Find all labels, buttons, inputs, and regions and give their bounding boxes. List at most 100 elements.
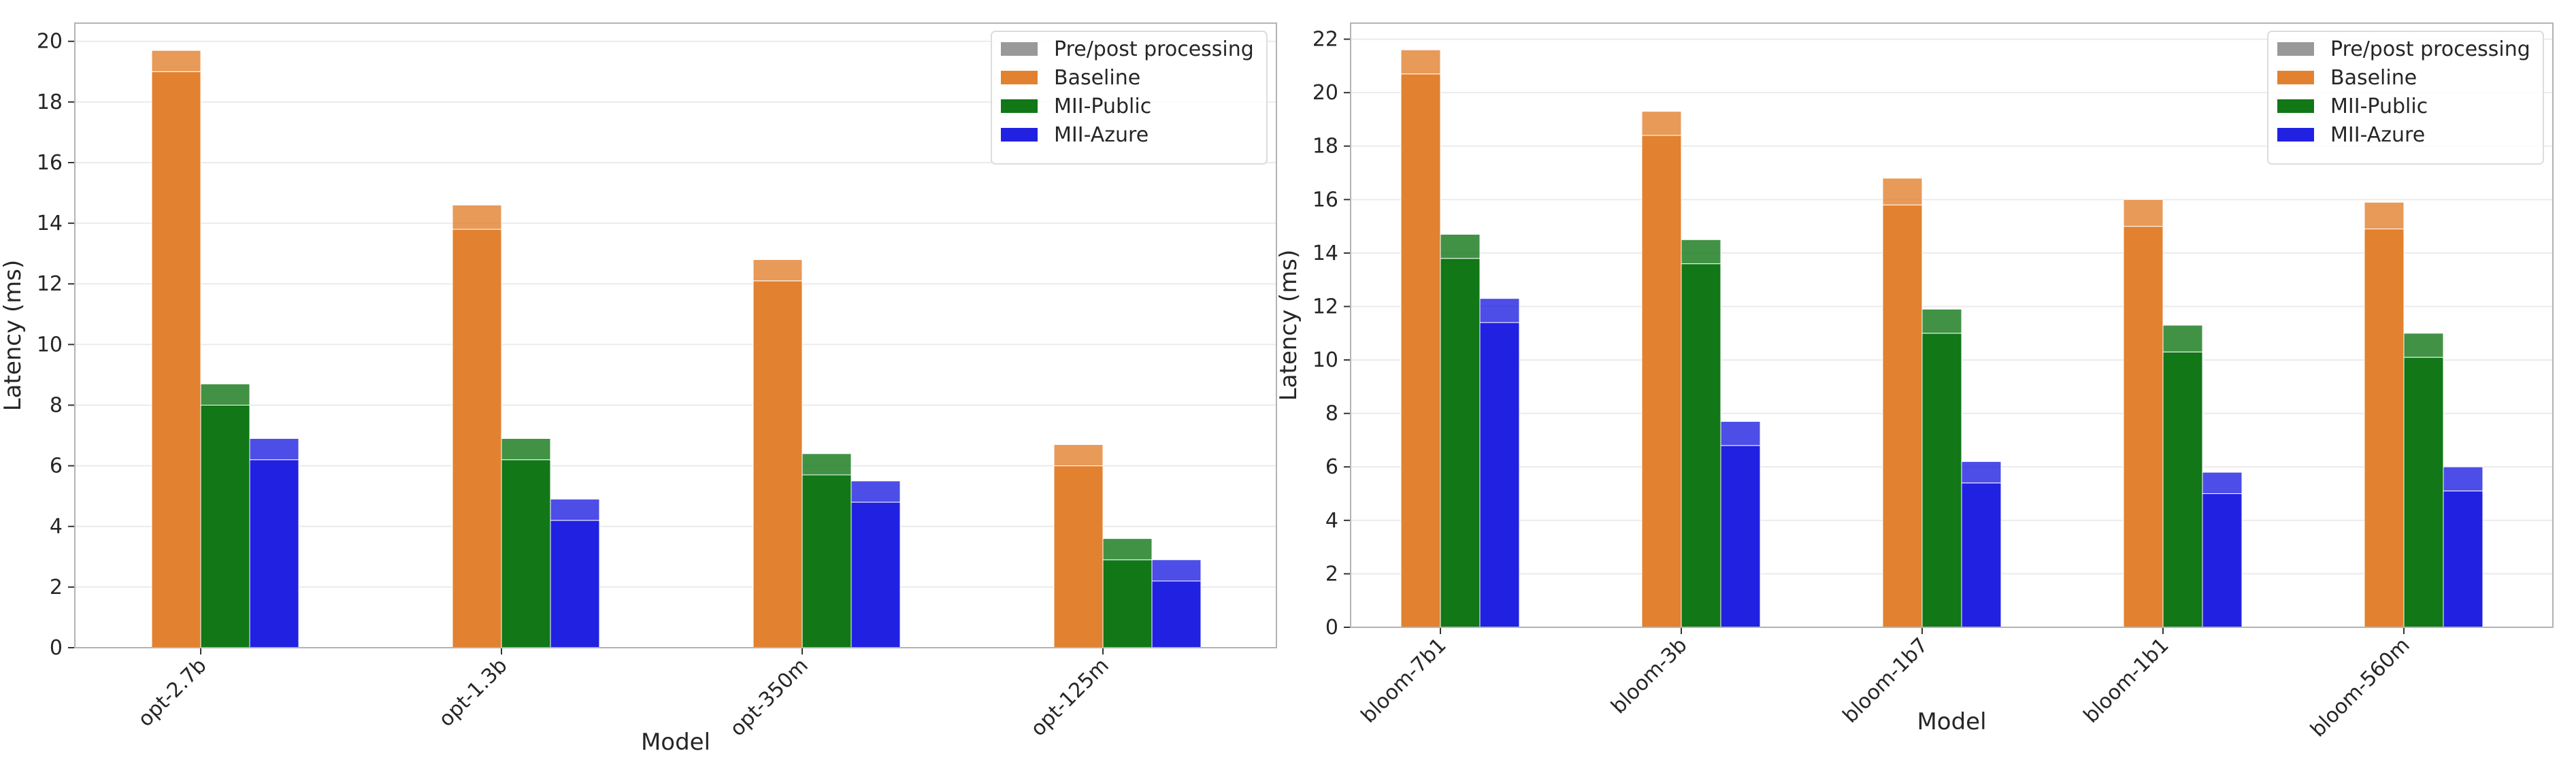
legend-label: MII-Azure (2330, 123, 2425, 147)
bar-prepost-mii-public-opt-125m (1102, 538, 1153, 561)
bar-mii-azure-bloom-1b7 (1961, 482, 2002, 628)
bar-baseline-opt-2.7b (151, 71, 201, 648)
bar-prepost-mii-azure-opt-1.3b (550, 499, 600, 521)
plot-frame (1350, 22, 2554, 628)
bar-mii-public-opt-350m (802, 474, 852, 648)
bar-mii-public-bloom-1b7 (1921, 333, 1962, 628)
y-tick-label: 18 (37, 90, 63, 114)
legend-swatch (1001, 99, 1038, 113)
bar-mii-azure-bloom-3b (1720, 445, 1761, 628)
bar-prepost-baseline-bloom-1b7 (1882, 178, 1923, 205)
x-tick-label: bloom-1b1 (2079, 633, 2174, 728)
legend-swatch (2277, 128, 2314, 142)
legend: Pre/post processing Baseline MII-Public MII… (2267, 31, 2544, 165)
legend-label: MII-Public (2330, 95, 2428, 118)
legend-swatch (1001, 42, 1038, 56)
y-tick-label: 18 (1312, 135, 1338, 159)
bar-prepost-mii-public-bloom-560m (2403, 333, 2444, 358)
x-tick-label: bloom-560m (2306, 633, 2415, 742)
bar-prepost-mii-public-opt-1.3b (501, 438, 551, 461)
bar-mii-public-opt-2.7b (200, 404, 250, 648)
y-tick-label: 8 (50, 393, 63, 417)
legend-swatch (2277, 42, 2314, 56)
bar-mii-public-bloom-7b1 (1440, 258, 1481, 628)
y-tick-label: 22 (1312, 28, 1338, 52)
bar-prepost-mii-azure-bloom-560m (2443, 466, 2483, 492)
bar-mii-azure-opt-125m (1151, 580, 1202, 648)
bar-mii-public-bloom-1b1 (2162, 351, 2203, 628)
x-tick-label: bloom-7b1 (1357, 633, 1451, 728)
bar-prepost-mii-azure-opt-2.7b (249, 438, 299, 461)
x-tick-label: opt-125m (1026, 654, 1113, 741)
bar-prepost-baseline-bloom-7b1 (1400, 49, 1441, 75)
x-axis-label: Model (1917, 708, 1986, 735)
y-tick-label: 14 (1312, 242, 1338, 265)
legend-label: Pre/post processing (1054, 37, 1254, 61)
y-tick-label: 4 (1325, 509, 1338, 533)
bar-prepost-mii-azure-opt-125m (1151, 559, 1202, 582)
legend-label: Baseline (2330, 66, 2417, 90)
y-tick-label: 14 (37, 212, 63, 235)
y-tick-label: 10 (37, 333, 63, 357)
legend-label: MII-Azure (1054, 123, 1149, 147)
y-tick-label: 20 (37, 30, 63, 54)
y-tick-label: 10 (1312, 348, 1338, 372)
bar-prepost-mii-azure-bloom-1b1 (2202, 471, 2243, 495)
legend-box (991, 31, 1268, 165)
y-tick-label: 0 (50, 636, 63, 660)
bar-baseline-opt-1.3b (452, 229, 502, 648)
bar-baseline-opt-125m (1053, 465, 1104, 648)
bar-mii-public-opt-1.3b (501, 459, 551, 648)
bar-prepost-baseline-opt-350m (753, 259, 803, 282)
y-axis-label: Latency (ms) (0, 260, 27, 412)
bar-prepost-baseline-opt-125m (1053, 444, 1104, 467)
bar-mii-azure-bloom-1b1 (2202, 493, 2243, 628)
bar-prepost-mii-public-opt-2.7b (200, 383, 250, 405)
chart-2: bloom-7b1 bloom-3b bloom-1b7 bloom-1b1 bloom… (1275, 22, 2554, 742)
bar-prepost-baseline-opt-1.3b (452, 204, 502, 230)
y-tick-label: 2 (50, 576, 63, 599)
y-tick-label: 6 (50, 454, 63, 478)
bar-mii-public-bloom-560m (2403, 357, 2444, 628)
bar-prepost-baseline-bloom-3b (1641, 111, 1682, 136)
bar-mii-public-opt-125m (1102, 559, 1153, 648)
bar-mii-azure-opt-1.3b (550, 520, 600, 648)
chart-1: opt-2.7b opt-1.3b opt-350m opt-125m 0 2 4 6 8 10 1… (0, 22, 1277, 756)
legend-label: Baseline (1054, 66, 1140, 90)
x-axis-label: Model (641, 729, 710, 756)
bar-mii-azure-opt-2.7b (249, 459, 299, 648)
bar-mii-azure-bloom-7b1 (1479, 322, 1520, 628)
y-tick-label: 16 (37, 151, 63, 175)
bar-mii-azure-bloom-560m (2443, 491, 2483, 628)
bar-prepost-mii-public-opt-350m (802, 453, 852, 476)
y-tick-label: 12 (1312, 295, 1338, 318)
y-tick-label: 2 (1325, 562, 1338, 586)
bar-mii-public-bloom-3b (1681, 263, 1721, 628)
bar-baseline-bloom-1b7 (1882, 204, 1923, 628)
plot-frame (74, 22, 1277, 648)
legend-box (2267, 31, 2544, 165)
bar-prepost-baseline-bloom-1b1 (2123, 199, 2164, 227)
bar-baseline-bloom-560m (2364, 229, 2405, 628)
x-tick-label: opt-1.3b (434, 654, 512, 731)
bar-prepost-mii-public-bloom-7b1 (1440, 233, 1481, 259)
bar-baseline-bloom-1b1 (2123, 226, 2164, 628)
y-tick-label: 20 (1312, 81, 1338, 105)
bar-prepost-baseline-bloom-560m (2364, 201, 2405, 230)
y-tick-label: 6 (1325, 455, 1338, 479)
legend-swatch (1001, 128, 1038, 142)
x-tick-label: opt-2.7b (133, 654, 211, 731)
bar-prepost-mii-public-bloom-3b (1681, 239, 1721, 265)
x-tick-label: opt-350m (725, 654, 812, 741)
bar-baseline-bloom-7b1 (1400, 73, 1441, 628)
bar-prepost-mii-public-bloom-1b7 (1921, 308, 1962, 334)
y-axis-label: Latency (ms) (1275, 250, 1302, 401)
legend-label: MII-Public (1054, 95, 1151, 118)
bar-prepost-mii-azure-bloom-3b (1720, 420, 1761, 446)
y-tick-label: 0 (1325, 616, 1338, 640)
bar-baseline-bloom-3b (1641, 135, 1682, 628)
legend-swatch (2277, 99, 2314, 113)
legend-swatch (1001, 71, 1038, 84)
bar-baseline-opt-350m (753, 280, 803, 648)
